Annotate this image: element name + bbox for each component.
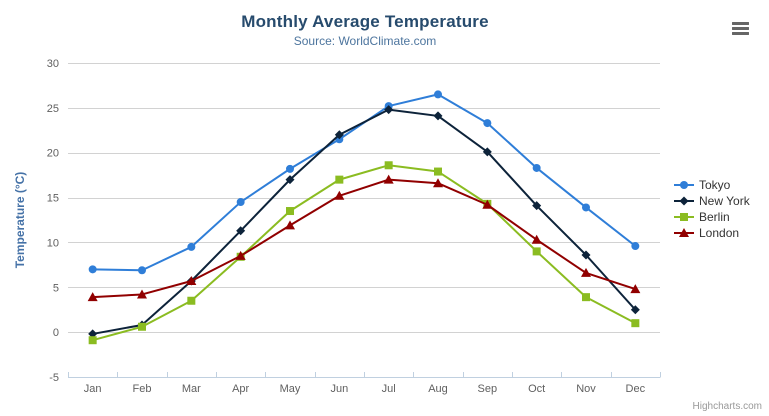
export-menu-button[interactable] <box>732 22 749 35</box>
legend-item-berlin[interactable]: Berlin <box>674 209 750 225</box>
x-axis-tick-label: Dec <box>626 383 646 395</box>
legend-marker <box>680 213 688 221</box>
legend-marker <box>679 196 689 206</box>
series-line-berlin <box>91 164 637 342</box>
data-point-berlin-dec[interactable] <box>631 319 640 328</box>
legend: Tokyo New York Berlin London <box>674 177 750 241</box>
series-line-london <box>91 178 637 299</box>
data-point-tokyo-oct[interactable] <box>532 163 541 172</box>
x-axis-tick-label: Jan <box>84 383 102 395</box>
data-point-new-york-dec[interactable] <box>630 305 640 315</box>
chart-title: Monthly Average Temperature <box>241 12 489 31</box>
data-point-new-york-nov[interactable] <box>581 250 591 260</box>
data-point-tokyo-feb[interactable] <box>138 266 146 275</box>
data-point-tokyo-mar[interactable] <box>187 242 196 251</box>
x-axis-tick-label: Jun <box>330 383 348 395</box>
square-legend-marker-icon <box>674 213 694 221</box>
data-point-tokyo-aug[interactable] <box>434 90 442 99</box>
data-point-london-dec[interactable] <box>630 284 641 294</box>
x-axis-tick-label: May <box>280 383 301 395</box>
data-point-new-york-sep[interactable] <box>482 147 492 157</box>
data-point-berlin-jul[interactable] <box>384 161 393 170</box>
x-axis-tick-label: Jul <box>382 383 396 395</box>
y-axis-tick-label: 25 <box>47 103 59 115</box>
y-axis-tick-label: -5 <box>49 372 59 384</box>
hamburger-menu-icon <box>732 22 749 25</box>
data-point-berlin-mar[interactable] <box>187 296 196 305</box>
y-axis-tick-label: 0 <box>53 327 59 339</box>
data-point-tokyo-apr[interactable] <box>236 198 245 207</box>
data-point-new-york-aug[interactable] <box>433 111 443 121</box>
legend-item-new-york[interactable]: New York <box>674 193 750 209</box>
data-point-tokyo-sep[interactable] <box>483 119 492 128</box>
hamburger-menu-icon <box>732 27 749 30</box>
x-axis-tick-label: Nov <box>576 383 596 395</box>
x-axis-tick-label: Mar <box>182 383 201 395</box>
data-point-new-york-apr[interactable] <box>236 226 246 236</box>
highcharts-credit[interactable]: Highcharts.com <box>692 401 762 412</box>
data-point-berlin-jan[interactable] <box>88 336 97 345</box>
data-point-london-jan[interactable] <box>87 292 98 302</box>
legend-marker <box>680 181 688 189</box>
legend-marker <box>679 228 689 237</box>
x-axis-tick-label: Aug <box>428 383 448 395</box>
legend-item-tokyo[interactable]: Tokyo <box>674 177 750 193</box>
triangle-legend-marker-icon <box>674 228 694 237</box>
data-point-new-york-oct[interactable] <box>532 201 542 211</box>
data-point-london-aug[interactable] <box>433 178 443 188</box>
data-point-new-york-jul[interactable] <box>384 105 394 115</box>
chart-subtitle: Source: WorldClimate.com <box>293 34 437 48</box>
data-point-tokyo-nov[interactable] <box>582 203 590 212</box>
data-point-london-jun[interactable] <box>334 190 345 200</box>
x-axis-tick-label: Sep <box>478 383 498 395</box>
data-point-london-mar[interactable] <box>186 276 197 286</box>
data-point-london-sep[interactable] <box>482 199 493 209</box>
data-point-new-york-jun[interactable] <box>334 130 344 140</box>
x-axis-tick-label: Feb <box>133 383 152 395</box>
data-point-tokyo-jan[interactable] <box>88 265 97 274</box>
diamond-legend-marker-icon <box>674 196 694 206</box>
x-axis-tick-label: Apr <box>232 383 249 395</box>
data-point-new-york-may[interactable] <box>285 175 295 185</box>
y-axis-tick-label: 5 <box>53 282 59 294</box>
x-axis-tick-label: Oct <box>528 383 545 395</box>
data-point-berlin-feb[interactable] <box>138 322 146 331</box>
data-point-berlin-nov[interactable] <box>582 293 590 302</box>
y-axis-tick-label: 20 <box>47 148 59 160</box>
series-line-new-york <box>91 108 637 335</box>
data-point-berlin-oct[interactable] <box>532 247 541 256</box>
circle-legend-marker-icon <box>674 181 694 189</box>
y-axis-tick-label: 10 <box>47 237 59 249</box>
hamburger-menu-icon <box>732 32 749 35</box>
legend-label: Berlin <box>699 210 730 224</box>
legend-item-london[interactable]: London <box>674 225 750 241</box>
legend-label: Tokyo <box>699 178 731 192</box>
data-point-new-york-jan[interactable] <box>88 329 98 339</box>
data-point-london-may[interactable] <box>285 220 295 230</box>
data-point-london-jul[interactable] <box>383 174 394 184</box>
y-axis-tick-label: 30 <box>47 58 59 70</box>
data-point-london-oct[interactable] <box>531 234 542 244</box>
y-axis-tick-label: 15 <box>47 193 59 205</box>
legend-label: New York <box>699 194 750 208</box>
data-point-berlin-jun[interactable] <box>335 175 344 184</box>
data-point-london-nov[interactable] <box>581 267 591 277</box>
data-point-london-feb[interactable] <box>137 289 147 299</box>
data-point-tokyo-may[interactable] <box>286 164 294 173</box>
data-point-berlin-may[interactable] <box>286 207 294 216</box>
data-point-london-apr[interactable] <box>235 250 246 260</box>
data-point-tokyo-dec[interactable] <box>631 242 640 251</box>
series-line-tokyo <box>91 93 637 272</box>
y-axis-title: Temperature (°C) <box>13 172 27 269</box>
legend-label: London <box>699 226 740 240</box>
data-point-berlin-aug[interactable] <box>434 167 442 176</box>
